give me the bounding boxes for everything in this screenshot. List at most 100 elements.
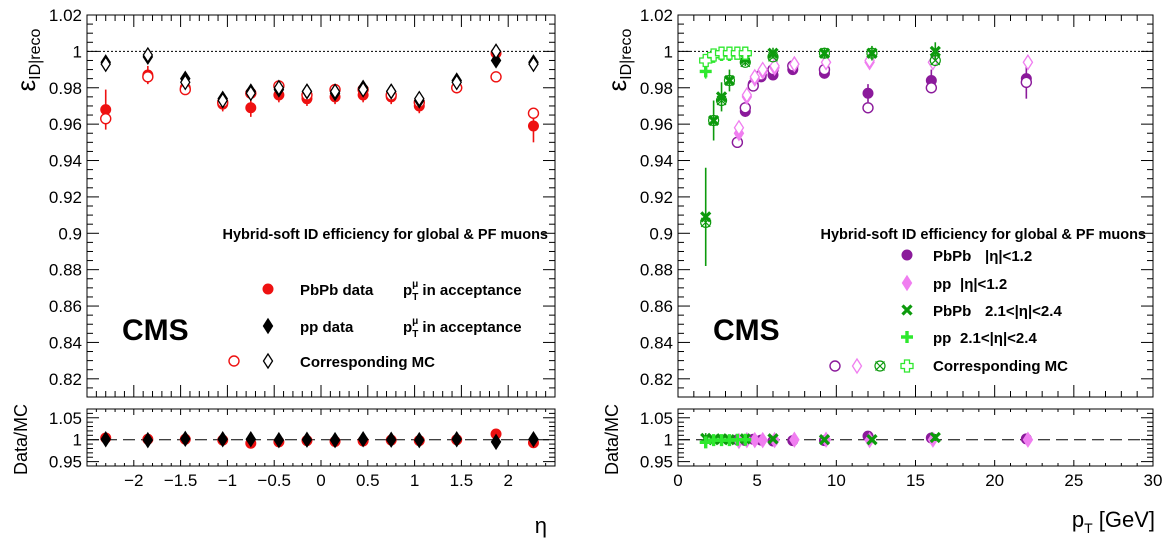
data-point <box>100 112 112 125</box>
data-point <box>142 71 154 83</box>
data-point <box>769 57 780 75</box>
data-point <box>245 85 257 102</box>
y-tick-label: 0.84 <box>640 333 673 352</box>
legend-marker <box>901 249 913 261</box>
right-panel-pt: 0.82 0.84 0.86 0.88 0.9 0.92 0.94 0.96 0.98 1 1.02… <box>602 6 1162 536</box>
legend-marker <box>262 317 274 335</box>
ratio-y-tick-label: 1 <box>73 431 82 450</box>
data-point <box>528 55 539 73</box>
ratio-point <box>100 431 111 448</box>
y-tick-label: 0.86 <box>49 297 82 316</box>
ratio-pp-ratio <box>100 430 539 451</box>
ratio-point <box>142 431 154 449</box>
data-point <box>738 46 752 60</box>
y-tick-label: 0.84 <box>49 333 82 352</box>
data-point <box>862 102 874 114</box>
data-point <box>767 51 779 63</box>
legend-range: 2.1<|η|<2.4 <box>960 330 1037 347</box>
data-point <box>385 83 397 100</box>
y-tick-label: 0.92 <box>49 188 82 207</box>
data-point <box>301 83 313 100</box>
data-point <box>357 81 369 98</box>
legend-label: PbPb <box>933 303 971 320</box>
data-point <box>1022 54 1034 71</box>
data-point <box>767 47 779 59</box>
series-pp-1-2 <box>733 54 1034 142</box>
legend-marker <box>901 304 913 316</box>
legend-label: Corresponding MC <box>933 358 1068 375</box>
annotation-text: Hybrid-soft ID efficiency for global & P… <box>821 227 1146 243</box>
ratio-point <box>180 430 191 448</box>
y-tick-label: 0.94 <box>640 152 673 171</box>
ratio-point <box>490 433 502 451</box>
ratio-point <box>739 433 752 446</box>
ratio-point <box>245 431 257 448</box>
x-tick-label: −2 <box>124 471 143 490</box>
data-point <box>490 52 502 69</box>
ratio-y-axis-label: Data/MC <box>602 404 622 475</box>
data-point <box>217 92 228 109</box>
data-point <box>1020 76 1033 89</box>
ratio-point <box>866 434 878 446</box>
y-tick-label: 0.82 <box>49 370 82 389</box>
x-tick-label: 5 <box>752 471 761 490</box>
y-tick-label: 0.86 <box>640 297 673 316</box>
data-point <box>862 87 874 99</box>
y-tick-label: 0.96 <box>49 115 82 134</box>
legend-marker <box>901 274 913 292</box>
annotation-text: Hybrid-soft ID efficiency for global & P… <box>223 227 548 243</box>
legend-marker <box>262 283 274 295</box>
ratio-y-axis-label: Data/MC <box>11 404 31 475</box>
ratio-point <box>357 431 369 448</box>
ratio-y-tick-label: 1.05 <box>49 409 82 428</box>
x-tick-label: 1 <box>410 471 419 490</box>
y-tick-label: 0.9 <box>649 224 673 243</box>
data-point <box>820 54 832 71</box>
data-point <box>451 74 462 91</box>
legend-marker <box>851 357 863 375</box>
x-tick-label: 1.5 <box>450 471 474 490</box>
ratio-point <box>767 433 779 445</box>
y-tick-label: 0.9 <box>58 224 82 243</box>
x-tick-label: 25 <box>1064 471 1083 490</box>
data-point <box>715 91 728 103</box>
x-tick-label: 2 <box>503 471 512 490</box>
legend-label: PbPb <box>933 248 971 265</box>
series-pp-data <box>100 48 539 109</box>
data-point <box>733 119 745 136</box>
x-tick-label: −1.5 <box>164 471 198 490</box>
x-tick-label: 30 <box>1144 471 1163 490</box>
series-pp-mc-2-1-2-4 <box>699 46 752 68</box>
x-tick-label: 15 <box>906 471 925 490</box>
data-point <box>490 71 502 83</box>
legend-label: pp <box>933 330 951 347</box>
ratio-point <box>217 431 228 448</box>
y-tick-label: 1 <box>73 42 82 61</box>
legend-marker <box>901 331 913 343</box>
legend-label: PbPb data <box>300 282 374 299</box>
ratio-point <box>789 431 800 448</box>
y-tick-label: 0.98 <box>49 79 82 98</box>
y-tick-label: 1.02 <box>640 6 673 25</box>
legend-marker <box>874 360 886 372</box>
ratio-point <box>414 431 425 449</box>
ratio-point <box>385 431 397 448</box>
ratio-point <box>1022 431 1034 448</box>
legend-label: pp <box>933 276 951 293</box>
ratio-plot-frame <box>86 408 556 467</box>
y-tick-label: 0.88 <box>640 261 673 280</box>
ratio-point <box>528 431 539 448</box>
data-point <box>789 55 800 73</box>
data-point <box>929 45 941 58</box>
series-pp-mc <box>100 43 539 109</box>
y-tick-label: 0.98 <box>640 79 673 98</box>
cms-label: CMS <box>122 314 189 347</box>
x-tick-label: 20 <box>985 471 1004 490</box>
data-point <box>741 86 753 104</box>
series-pbpb-mc-2-1-2-4 <box>700 47 941 228</box>
ratio-pp-1-2-ratio <box>733 431 1034 450</box>
x-tick-label: −0.5 <box>257 471 291 490</box>
series-pp-mc-1-2 <box>733 52 1034 136</box>
data-point <box>180 74 191 91</box>
